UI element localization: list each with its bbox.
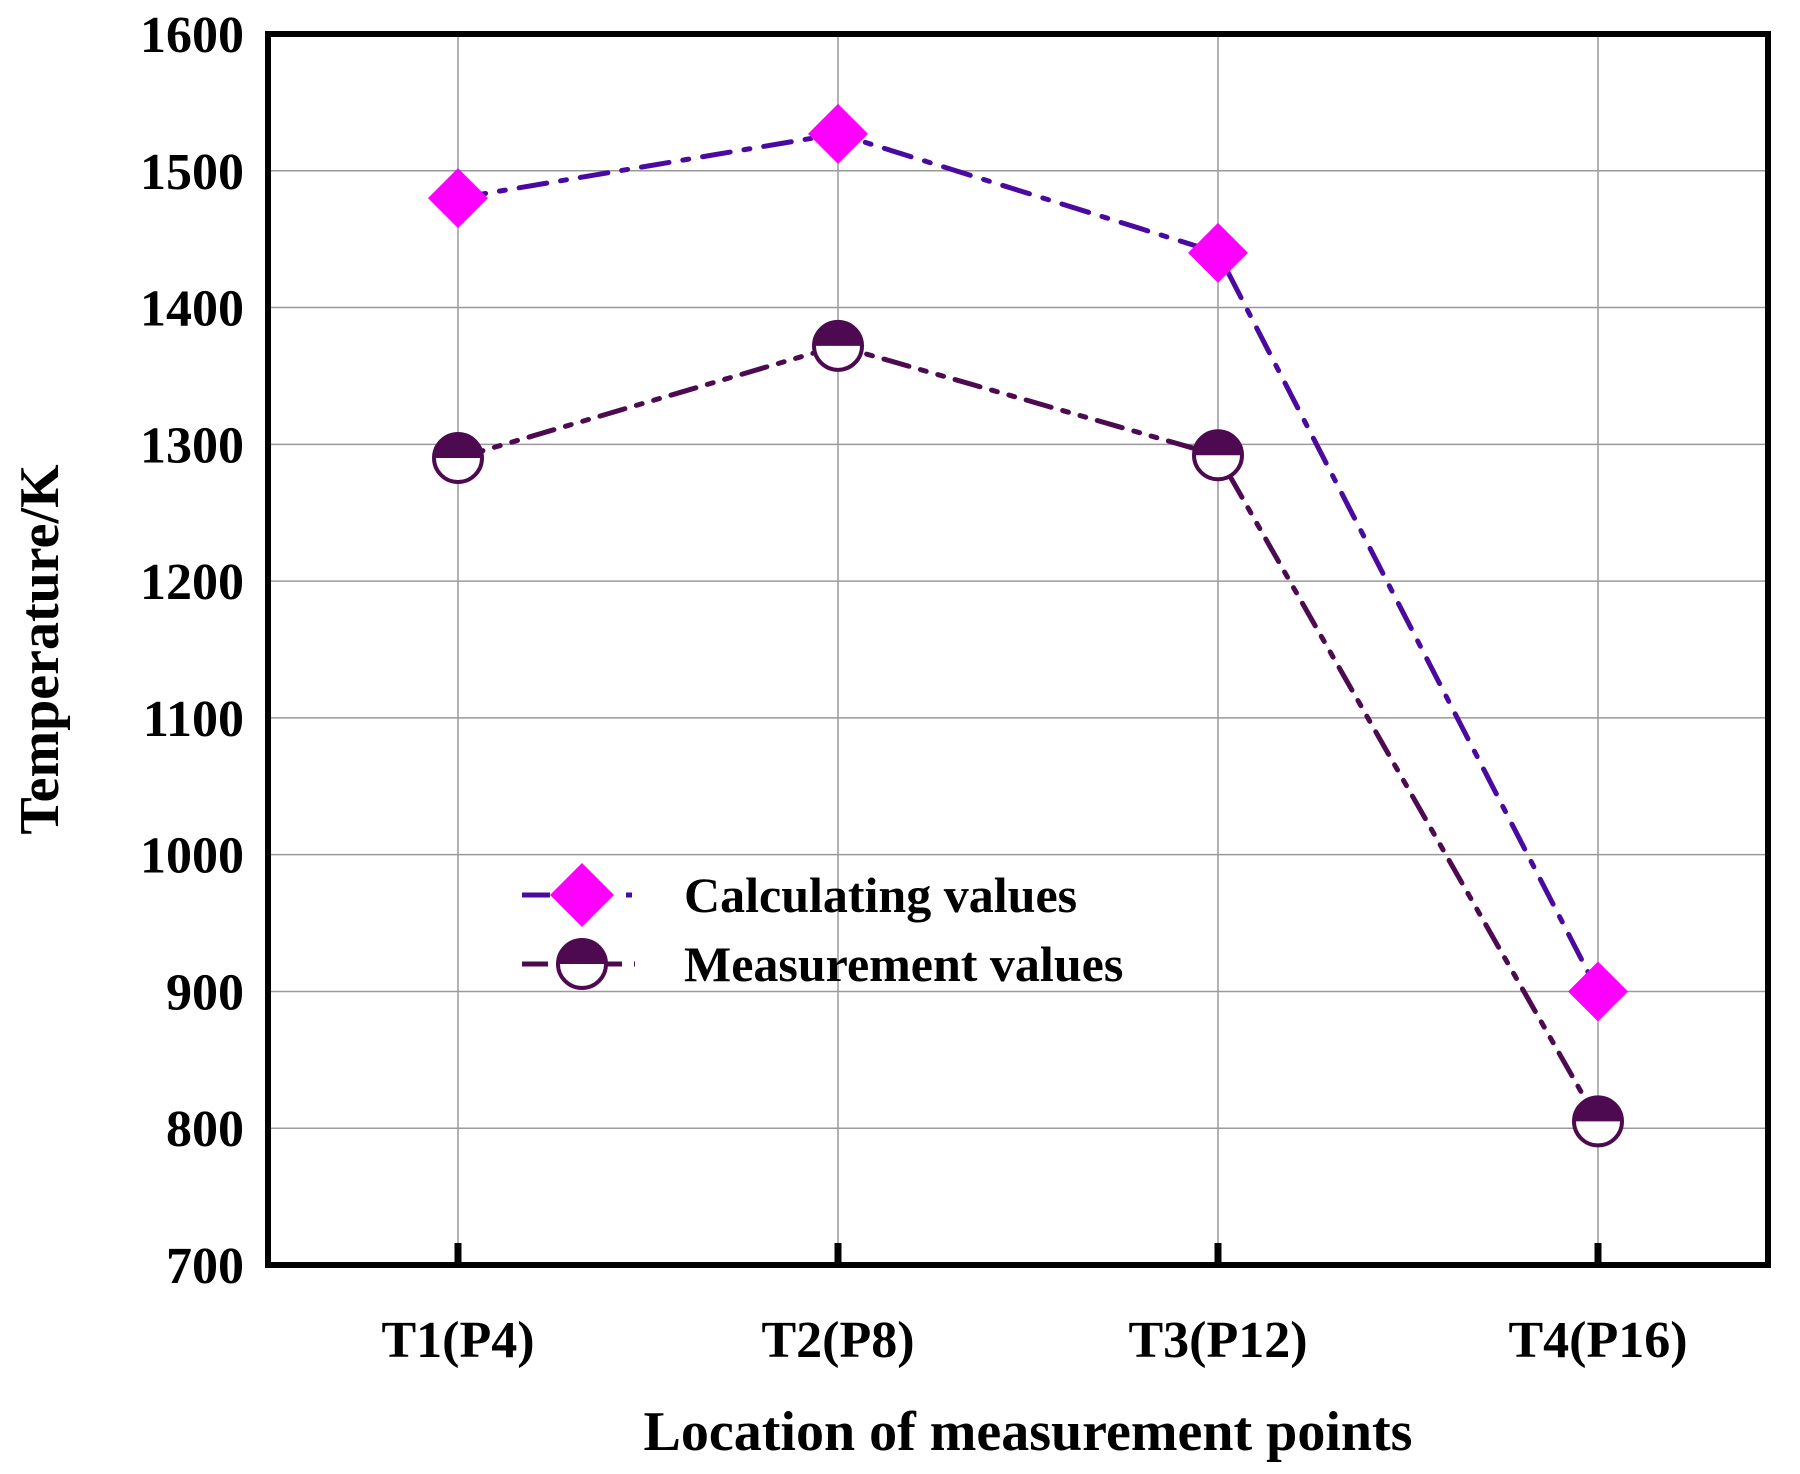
legend-marker-measurement-values	[556, 938, 608, 990]
series-markers	[428, 103, 1628, 1148]
y-tick-label: 1300	[140, 417, 244, 474]
x-tick-label: T1(P4)	[381, 1312, 534, 1369]
legend: Calculating values Measurement values	[522, 863, 1123, 992]
legend-item-calculating: Calculating values	[522, 863, 1077, 927]
x-axis-title: Location of measurement points	[644, 1401, 1413, 1463]
plot-frame	[265, 31, 1771, 1268]
series-line-calculating-values	[455, 131, 1601, 994]
x-tick-label: T4(P16)	[1508, 1312, 1687, 1369]
grid	[268, 34, 1768, 1265]
y-tick-label: 800	[166, 1101, 244, 1158]
series-line-measurement-values	[455, 343, 1601, 1124]
data-point-measurement-values	[1572, 1095, 1624, 1148]
legend-label-calculating: Calculating values	[684, 867, 1077, 923]
data-point-measurement-values	[812, 319, 864, 372]
legend-label-measurement: Measurement values	[684, 936, 1123, 992]
data-point-measurement-values	[1192, 429, 1244, 482]
data-point-measurement-values-top-half	[814, 321, 862, 346]
x-tick-label: T2(P8)	[761, 1312, 914, 1369]
legend-marker-calculating-values	[550, 863, 614, 927]
legend-item-measurement: Measurement values	[522, 936, 1123, 992]
y-tick-label: 1100	[143, 691, 244, 748]
y-tick-label: 1600	[140, 7, 244, 64]
y-tick-label: 1200	[140, 554, 244, 611]
y-tick-label: 1400	[140, 281, 244, 338]
y-tick-labels: 700 800 900 1000 1100 1200 1300 1400 1500 1600	[140, 7, 244, 1295]
legend-marker-measurement-values-top-half	[558, 940, 606, 964]
data-point-measurement-values	[432, 432, 484, 485]
data-point-calculating-values	[428, 168, 488, 229]
axis-ticks	[454, 1243, 1602, 1265]
y-tick-label: 900	[166, 964, 244, 1021]
series-lines	[455, 131, 1601, 1124]
y-tick-label: 700	[166, 1238, 244, 1295]
data-point-calculating-values	[1188, 222, 1248, 283]
y-tick-label: 1000	[140, 828, 244, 885]
data-point-measurement-values-top-half	[1194, 431, 1242, 456]
data-point-measurement-values-top-half	[1574, 1097, 1622, 1122]
y-tick-label: 1500	[140, 144, 244, 201]
y-axis-title: Temperature/K	[9, 464, 71, 835]
data-point-calculating-values	[1568, 961, 1628, 1022]
x-tick-label: T3(P12)	[1128, 1312, 1307, 1369]
data-point-measurement-values-top-half	[434, 434, 482, 459]
data-point-calculating-values	[808, 103, 868, 164]
x-tick-labels: T1(P4) T2(P8) T3(P12) T4(P16)	[381, 1312, 1687, 1369]
